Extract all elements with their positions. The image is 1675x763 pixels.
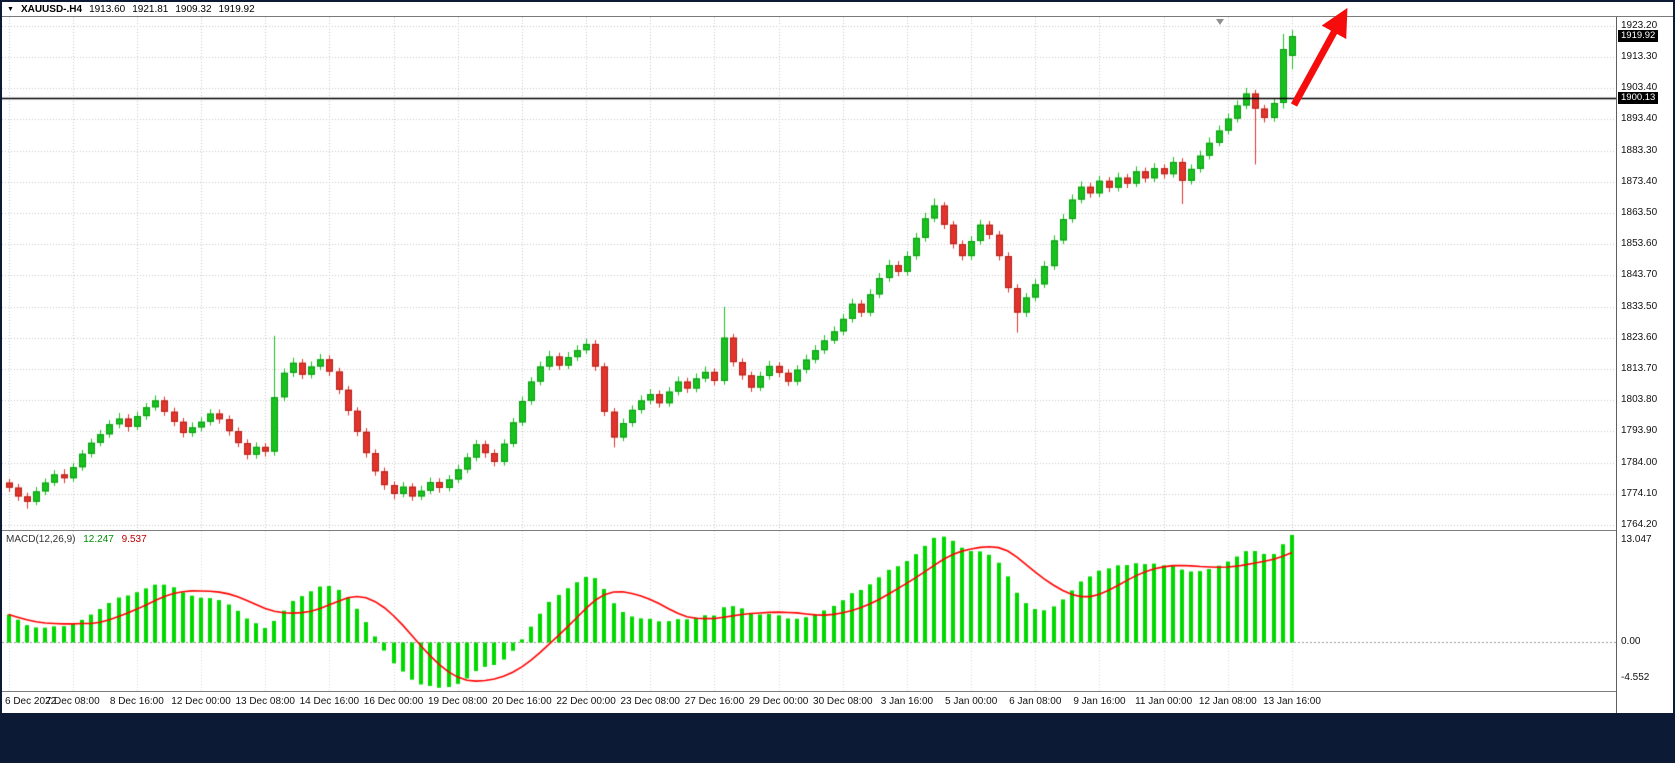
symbol-dropdown-icon[interactable]: ▼ [7,5,14,13]
price-axis-label: 1833.50 [1621,301,1658,313]
ohlc-close-value: 1919.92 [218,3,255,15]
pane-divider[interactable] [2,691,1673,692]
price-axis-label: 1774.10 [1621,487,1658,499]
time-axis-label: 27 Dec 16:00 [684,696,745,707]
time-axis-label: 29 Dec 00:00 [748,696,809,707]
price-axis-label: 1853.60 [1621,238,1658,250]
price-axis-label: 1823.60 [1621,332,1658,344]
current-price-badge: 1919.92 [1618,30,1659,43]
price-axis-label: 1863.50 [1621,207,1658,219]
time-axis-label: 8 Dec 16:00 [109,696,164,707]
time-axis-label: 13 Dec 08:00 [235,696,295,707]
time-axis-label: 6 Jan 08:00 [1009,696,1062,707]
macd-signal-value: 9.537 [121,534,147,545]
chart-header: ▼ XAUUSD-.H4 1913.60 1921.81 1909.32 191… [2,2,1673,17]
time-axis-label: 7 Dec 08:00 [45,696,100,707]
price-axis-label: 1803.80 [1621,394,1658,406]
ohlc-low-value: 1909.32 [175,3,212,15]
price-axis-label: 1784.00 [1621,456,1658,468]
time-axis-label: 11 Jan 00:00 [1135,696,1193,707]
time-axis[interactable]: 6 Dec 2022 7 Dec 08:00 8 Dec 16:00 12 Dec 0… [2,692,1616,713]
macd-indicator-label: MACD(12,26,9) 12.247 9.537 [6,534,147,545]
macd-axis-label: 13.047 [1621,534,1652,545]
time-axis-label: 6 Dec 2022 [5,696,57,707]
price-axis-label: 1903.40 [1621,81,1658,93]
price-axis-label: 1913.30 [1621,50,1658,62]
time-axis-label: 19 Dec 08:00 [427,696,488,707]
price-axis-label: 1893.40 [1621,113,1658,125]
ohlc-open-value: 1913.60 [89,3,126,15]
ohlc-high-value: 1921.81 [132,3,169,15]
chart-shift-marker-icon[interactable] [1216,19,1224,25]
pane-divider[interactable] [2,530,1673,531]
price-axis-label: 1923.20 [1621,19,1658,31]
macd-axis-label: 0.00 [1621,635,1641,647]
time-axis-label: 13 Jan 16:00 [1263,696,1321,707]
time-axis-label: 23 Dec 08:00 [620,696,681,707]
time-axis-label: 30 Dec 08:00 [813,696,873,707]
line-price-badge: 1900.13 [1618,92,1659,105]
time-axis-label: 16 Dec 00:00 [363,696,424,707]
time-axis-label: 14 Dec 16:00 [299,696,360,707]
price-axis[interactable]: 1923.20 1913.30 1903.40 1893.40 1883.30 1873.… [1616,17,1673,713]
symbol-timeframe-label: XAUUSD-.H4 [20,3,83,15]
price-axis-label: 1883.30 [1621,144,1658,156]
price-axis-label: 1764.20 [1621,518,1658,530]
time-axis-label: 20 Dec 16:00 [492,696,552,707]
price-axis-label: 1843.70 [1621,269,1658,281]
price-axis-label: 1813.70 [1621,363,1658,375]
time-axis-label: 12 Dec 00:00 [171,696,231,707]
price-axis-label: 1873.40 [1621,176,1658,188]
macd-main-value: 12.247 [83,534,114,545]
price-axis-label: 1793.90 [1621,425,1658,437]
macd-name-label: MACD(12,26,9) [6,534,76,545]
time-axis-label: 3 Jan 16:00 [880,696,934,707]
price-chart-canvas[interactable] [2,17,1616,530]
time-axis-label: 12 Jan 08:00 [1198,696,1257,707]
macd-axis-label: -4.552 [1621,672,1650,684]
window-frame-bottom [0,713,1675,763]
time-axis-label: 22 Dec 00:00 [556,696,616,707]
time-axis-label: 5 Jan 00:00 [944,696,998,707]
time-axis-label: 9 Jan 16:00 [1073,696,1126,707]
chart-body: MACD(12,26,9) 12.247 9.537 6 Dec 2022 7 D… [2,17,1673,713]
macd-indicator-canvas[interactable] [2,531,1616,691]
